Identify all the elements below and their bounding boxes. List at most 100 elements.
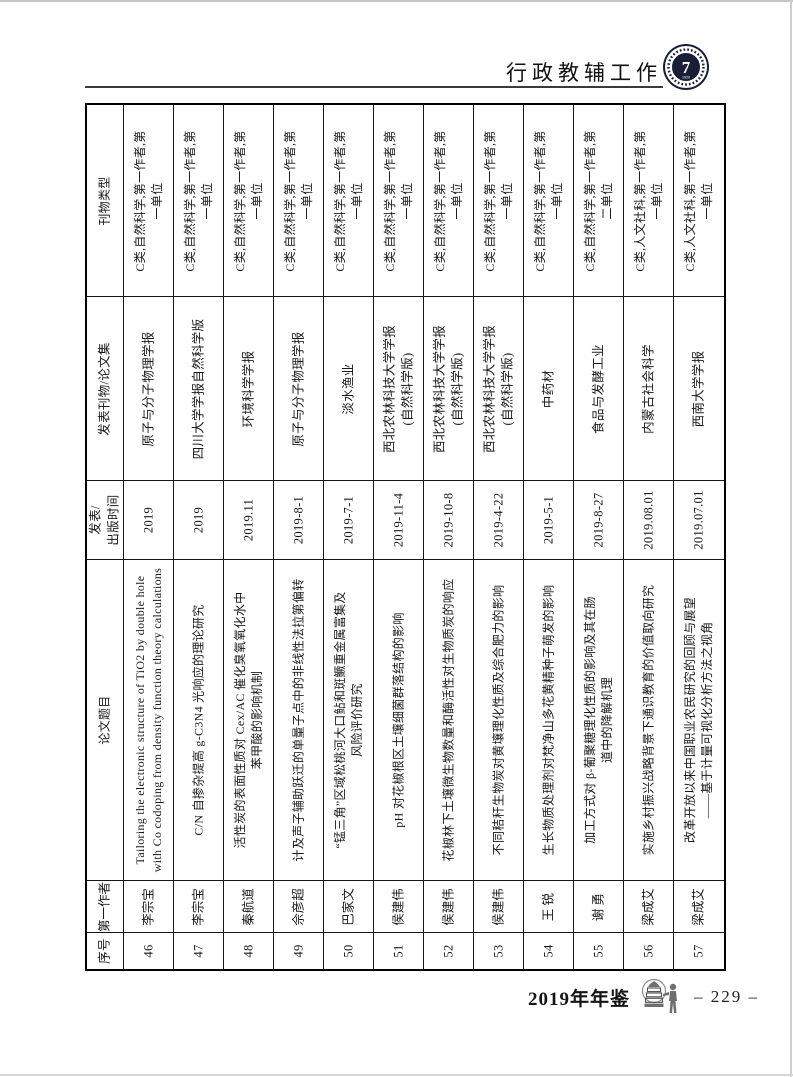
cell-text: 西北农林科技大学学报 (自然科学版)	[382, 324, 414, 453]
cell-journal-53: 西北农林科技大学学报 (自然科学版)	[474, 297, 524, 481]
cell-type-56: C类,人文社科,第一作者,第 一单位	[624, 105, 674, 297]
cell-text: 不同秸秆生物炭对黄壤理化性质及综合肥力的影响	[491, 584, 506, 856]
cell-date-48: 2019.11	[224, 481, 274, 560]
col-header-journal: 发表刊物/论文集	[87, 297, 124, 481]
cell-title-52: 花椒林下土壤微生物数量和酶活性对生物质炭的响应	[424, 560, 474, 881]
cell-text: 生长物质处理剂对梵净山多花黄精种子萌发的影响	[541, 584, 556, 856]
cell-text: C类,人文社科,第一作者,第 一单位	[683, 129, 714, 272]
cell-text: 原子与分子物理学报	[290, 330, 305, 447]
cell-text: 秦航道	[240, 887, 255, 926]
cell-date-54: 2019-5-1	[524, 481, 574, 560]
scan-edge-bottom	[0, 1074, 793, 1076]
cell-title-46: Tailoring the electronic structure of Ti…	[124, 560, 174, 881]
header-rule	[85, 86, 663, 88]
cell-text: 四川大学学报自然科学版	[190, 318, 205, 459]
yearbook-title: 2019年年鉴	[528, 988, 631, 1010]
cell-index-55: 55	[574, 933, 624, 969]
cell-text: 55	[590, 944, 605, 958]
cell-author-50: 巴家文	[324, 881, 374, 933]
cell-journal-56: 内蒙古社会科学	[624, 297, 674, 481]
cell-title-53: 不同秸秆生物炭对黄壤理化性质及综合肥力的影响	[474, 560, 524, 881]
cell-journal-52: 西北农林科技大学学报 (自然科学版)	[424, 297, 474, 481]
cell-title-57: 改革开放以来中国职业农民研究的回顾与展望 ——基于计量可视化分析方法之视角	[674, 560, 724, 881]
cell-text: 内蒙古社会科学	[640, 343, 655, 434]
cell-text: C类,自然科学,第一作者,第 一单位	[332, 129, 364, 272]
cell-type-57: C类,人文社科,第一作者,第 一单位	[674, 105, 724, 297]
cell-index-47: 47	[174, 933, 224, 969]
cell-date-49: 2019-8-1	[274, 481, 324, 560]
cell-text: 花椒林下土壤微生物数量和酶活性对生物质炭的响应	[441, 578, 456, 862]
cell-text: 47	[190, 944, 205, 958]
cell-text: 谢 勇	[590, 892, 605, 921]
cell-title-49: 计及声子辅助跃迁的单量子点中的非线性法拉第偏转	[274, 560, 324, 881]
cell-date-55: 2019-8-27	[574, 481, 624, 560]
cell-text: 论文题目	[97, 695, 112, 745]
cell-text: 发表刊物/论文集	[97, 341, 112, 436]
scan-edge-right	[790, 0, 792, 1077]
cell-text: C类,自然科学,第一作者,第 一单位	[532, 129, 564, 272]
cell-text: 2019	[190, 506, 205, 534]
cell-type-54: C类,自然科学,第一作者,第 一单位	[524, 105, 574, 297]
cell-author-55: 谢 勇	[574, 881, 624, 933]
cell-text: C类,自然科学,第一作者,第 一单位	[132, 129, 164, 272]
cell-type-49: C类,自然科学,第一作者,第 一单位	[274, 105, 324, 297]
cell-text: 序号	[97, 938, 112, 964]
cell-index-48: 48	[224, 933, 274, 969]
cell-author-53: 侯建伟	[474, 881, 524, 933]
cell-text: 梁成艾	[691, 887, 706, 926]
cell-type-52: C类,自然科学,第一作者,第 一单位	[424, 105, 474, 297]
cell-journal-50: 淡水渔业	[324, 297, 374, 481]
cell-author-54: 王 锐	[524, 881, 574, 933]
cell-text: 2019.07.01	[691, 490, 706, 550]
cell-journal-55: 食品与发酵工业	[574, 297, 624, 481]
cell-type-53: C类,自然科学,第一作者,第 一单位	[474, 105, 524, 297]
cell-date-52: 2019-10-8	[424, 481, 474, 560]
cell-text: pH 对花椒根区土壤细菌群落结构的影响	[391, 612, 406, 828]
mascot-sketch-icon	[641, 978, 678, 1013]
cell-text: 2019.11	[240, 498, 255, 542]
cell-text: 49	[290, 944, 305, 958]
cell-text: 2019.08.01	[640, 490, 655, 550]
cell-type-50: C类,自然科学,第一作者,第 一单位	[324, 105, 374, 297]
cell-author-46: 李宗宝	[124, 881, 174, 933]
cell-text: 西北农林科技大学学报 (自然科学版)	[482, 324, 514, 453]
cell-journal-47: 四川大学学报自然科学版	[174, 297, 224, 481]
cell-date-46: 2019	[124, 481, 174, 560]
cell-type-47: C类,自然科学,第一作者,第 一单位	[174, 105, 224, 297]
cell-text: 环境科学学报	[240, 350, 255, 427]
cell-journal-48: 环境科学学报	[224, 297, 274, 481]
cell-text: 淡水渔业	[340, 362, 355, 415]
cell-text: 侯建伟	[440, 887, 455, 926]
cell-text: 57	[691, 944, 706, 958]
cell-date-51: 2019-11-4	[374, 481, 424, 560]
cell-text: C类,人文社科,第一作者,第 一单位	[632, 129, 664, 272]
cell-date-57: 2019.07.01	[674, 481, 724, 560]
cell-date-53: 2019-4-22	[474, 481, 524, 560]
cell-text: 2019-5-1	[540, 495, 555, 545]
cell-text: 2019-11-4	[390, 492, 405, 548]
cell-text: 54	[540, 944, 555, 958]
cell-text: 2019-10-8	[440, 492, 455, 548]
cell-text: 2019-7-1	[340, 495, 355, 545]
cell-title-55: 加工方式对 β-葡聚糖理化性质的影响及其在肠 道中的降解机理	[574, 560, 624, 881]
cell-text: 梁成艾	[640, 887, 655, 926]
cell-date-50: 2019-7-1	[324, 481, 374, 560]
cell-journal-49: 原子与分子物理学报	[274, 297, 324, 481]
col-header-type: 刊物类型	[87, 105, 124, 297]
cell-index-50: 50	[324, 933, 374, 969]
cell-title-47: C/N 自掺杂提高 g-C3N4 光响应的理论研究	[174, 560, 224, 881]
logo-glyph: 7	[682, 58, 691, 77]
cell-text: 2019	[140, 506, 155, 534]
cell-author-49: 佘彦超	[274, 881, 324, 933]
cell-text: 西北农林科技大学学报 (自然科学版)	[432, 324, 464, 453]
page-footer: 2019年年鉴 – 229 –	[528, 976, 759, 1018]
section-title: 行政教辅工作	[506, 61, 662, 85]
cell-text: C类,自然科学,第一作者,第 一单位	[182, 129, 214, 272]
cell-index-53: 53	[474, 933, 524, 969]
cell-text: C类,自然科学,第一作者,第 一单位	[232, 129, 264, 272]
cell-index-56: 56	[624, 933, 674, 969]
cell-text: 西南大学学报	[691, 350, 706, 427]
col-header-index: 序号	[87, 933, 124, 969]
col-header-author: 第一作者	[87, 881, 124, 933]
cell-journal-57: 西南大学学报	[674, 297, 724, 481]
